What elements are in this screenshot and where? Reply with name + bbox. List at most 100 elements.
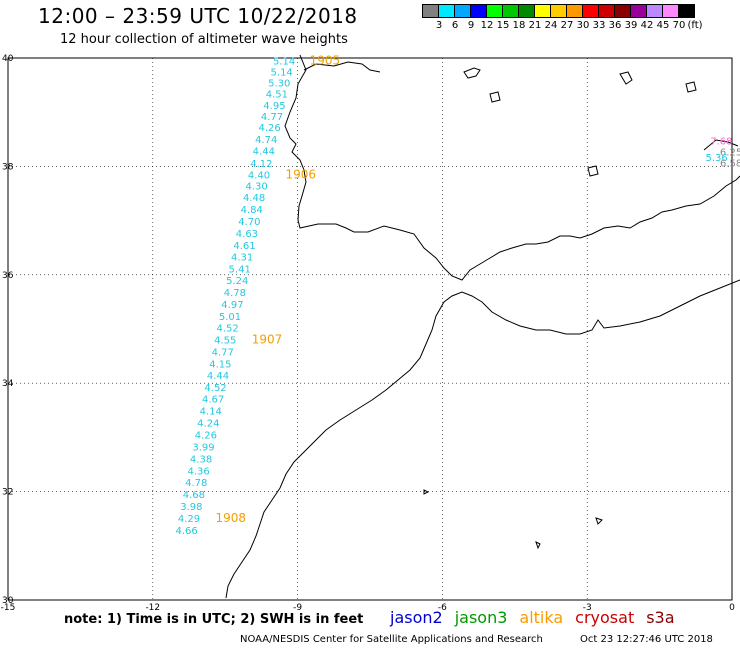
swh-label: 5.24 — [226, 276, 248, 287]
coastline — [225, 54, 740, 599]
edge-swh-label: 7.68 — [710, 137, 732, 148]
inland-line-5 — [587, 165, 599, 177]
swh-label: 4.26 — [195, 430, 217, 441]
color-scale-label: 21 — [528, 20, 542, 31]
color-scale-label: 15 — [496, 20, 510, 31]
swh-label: 4.95 — [263, 101, 285, 112]
legend-item-s3a: s3a — [646, 608, 675, 627]
color-scale-label: 39 — [624, 20, 638, 31]
swh-label: 4.68 — [183, 490, 205, 501]
x-tick-label: -12 — [145, 603, 160, 613]
coastline-atlantic — [284, 54, 740, 281]
color-scale-label: 45 — [656, 20, 670, 31]
color-scale-label: 18 — [512, 20, 526, 31]
x-tick-label: -3 — [583, 603, 592, 613]
legend-item-cryosat: cryosat — [575, 608, 635, 627]
map-frame — [7, 57, 733, 601]
color-scale-label: 70 — [672, 20, 686, 31]
inland-line-1 — [463, 67, 481, 79]
swh-label: 3.99 — [192, 442, 214, 453]
inland-line-4 — [685, 81, 697, 93]
page-subtitle: 12 hour collection of altimeter wave hei… — [60, 32, 348, 47]
time-label: 1908 — [216, 511, 247, 525]
swh-label: 4.63 — [236, 229, 258, 240]
color-scale-label: 24 — [544, 20, 558, 31]
x-tick-label: -9 — [293, 603, 302, 613]
color-scale-label: 33 — [592, 20, 606, 31]
footer-credit: NOAA/NESDIS Center for Satellite Applica… — [240, 634, 543, 645]
color-scale-labels: 3 6 9 12 15 18 21 24 27 30 33 36 39 42 45 70 (ft) — [422, 18, 703, 32]
swh-label: 4.38 — [190, 454, 212, 465]
swh-label: 4.24 — [197, 419, 219, 430]
x-tick-label: 0 — [729, 603, 735, 613]
swh-label: 4.67 — [202, 395, 224, 406]
inland-line-6 — [535, 541, 541, 550]
color-scale-label: 30 — [576, 20, 590, 31]
swh-label: 4.84 — [241, 205, 263, 216]
legend-item-jason3: jason3 — [454, 608, 508, 627]
page-title: 12:00 – 23:59 UTC 10/22/2018 — [38, 4, 358, 28]
x-tick-label: -6 — [438, 603, 447, 613]
x-tick-label: -15 — [1, 603, 16, 613]
edge-labels: 7.686.255.366.58 — [705, 137, 740, 170]
swh-label: 4.78 — [185, 478, 207, 489]
color-swatches — [422, 4, 695, 18]
swh-label: 4.61 — [233, 241, 255, 252]
swh-label: 4.48 — [243, 193, 265, 204]
edge-swh-label: 5.36 — [705, 153, 727, 164]
edge-swh-label: 6.25 — [720, 148, 740, 159]
swh-label: 5.01 — [219, 312, 241, 323]
footer-timestamp: Oct 23 12:27:46 UTC 2018 — [580, 634, 713, 645]
jason3-track: 5.145.145.304.514.954.774.264.744.444.12… — [175, 57, 295, 537]
color-scale-label: 9 — [467, 20, 475, 31]
lat-lon-grid: -15 -12 -9 -6 -3 0 40 38 36 34 32 30 — [1, 54, 735, 613]
time-label: 1907 — [252, 333, 283, 347]
y-tick-label: 40 — [2, 54, 14, 64]
coastline-africa — [225, 279, 740, 599]
swh-label: 4.74 — [255, 135, 277, 146]
swh-label: 4.30 — [245, 182, 267, 193]
color-scale-label: 6 — [451, 20, 459, 31]
swh-label: 5.30 — [268, 79, 290, 90]
swh-label: 4.97 — [221, 300, 243, 311]
time-label: 1906 — [286, 167, 317, 181]
inland-line-2 — [489, 91, 501, 103]
satellite-legend: jason2 jason3 altika cryosat s3a — [390, 608, 687, 627]
y-tick-label: 34 — [2, 379, 14, 389]
time-labels: 1905 1906 1907 1908 — [216, 54, 341, 525]
swh-label: 5.14 — [273, 57, 295, 68]
swh-label: 3.98 — [180, 502, 202, 513]
y-tick-label: 32 — [2, 488, 13, 498]
swh-label: 4.44 — [253, 146, 275, 157]
time-label: 1905 — [310, 54, 341, 68]
swh-label: 4.29 — [178, 514, 200, 525]
color-scale-label: 42 — [640, 20, 654, 31]
swh-label: 4.70 — [238, 217, 260, 228]
swh-label: 4.77 — [212, 348, 234, 359]
edge-swh-label: 6.58 — [720, 158, 740, 169]
swh-label: 4.40 — [248, 170, 270, 181]
color-scale-label: 12 — [480, 20, 494, 31]
color-scale-label: (ft) — [687, 20, 703, 31]
swh-label: 4.52 — [216, 324, 238, 335]
y-tick-label: 38 — [2, 162, 14, 172]
swh-label: 5.41 — [229, 265, 251, 276]
swh-label: 4.52 — [204, 383, 226, 394]
swh-label: 4.12 — [250, 159, 272, 170]
swh-label: 5.14 — [271, 67, 293, 78]
inland-line-3 — [619, 71, 633, 85]
swh-label: 4.15 — [209, 359, 231, 370]
y-tick-label: 30 — [2, 596, 14, 606]
y-tick-label: 36 — [2, 271, 14, 281]
island-small-1 — [595, 517, 603, 525]
swh-label: 4.36 — [188, 466, 210, 477]
swh-label: 4.44 — [207, 371, 229, 382]
color-scale-label: 36 — [608, 20, 622, 31]
swh-label: 4.78 — [224, 288, 246, 299]
color-swatch — [678, 4, 695, 18]
color-scale-label: 27 — [560, 20, 574, 31]
color-scale: 3 6 9 12 15 18 21 24 27 30 33 36 39 42 45 70 (ft) — [422, 4, 703, 32]
swh-label: 4.66 — [175, 526, 197, 537]
coastline-iberia-north — [303, 61, 381, 73]
